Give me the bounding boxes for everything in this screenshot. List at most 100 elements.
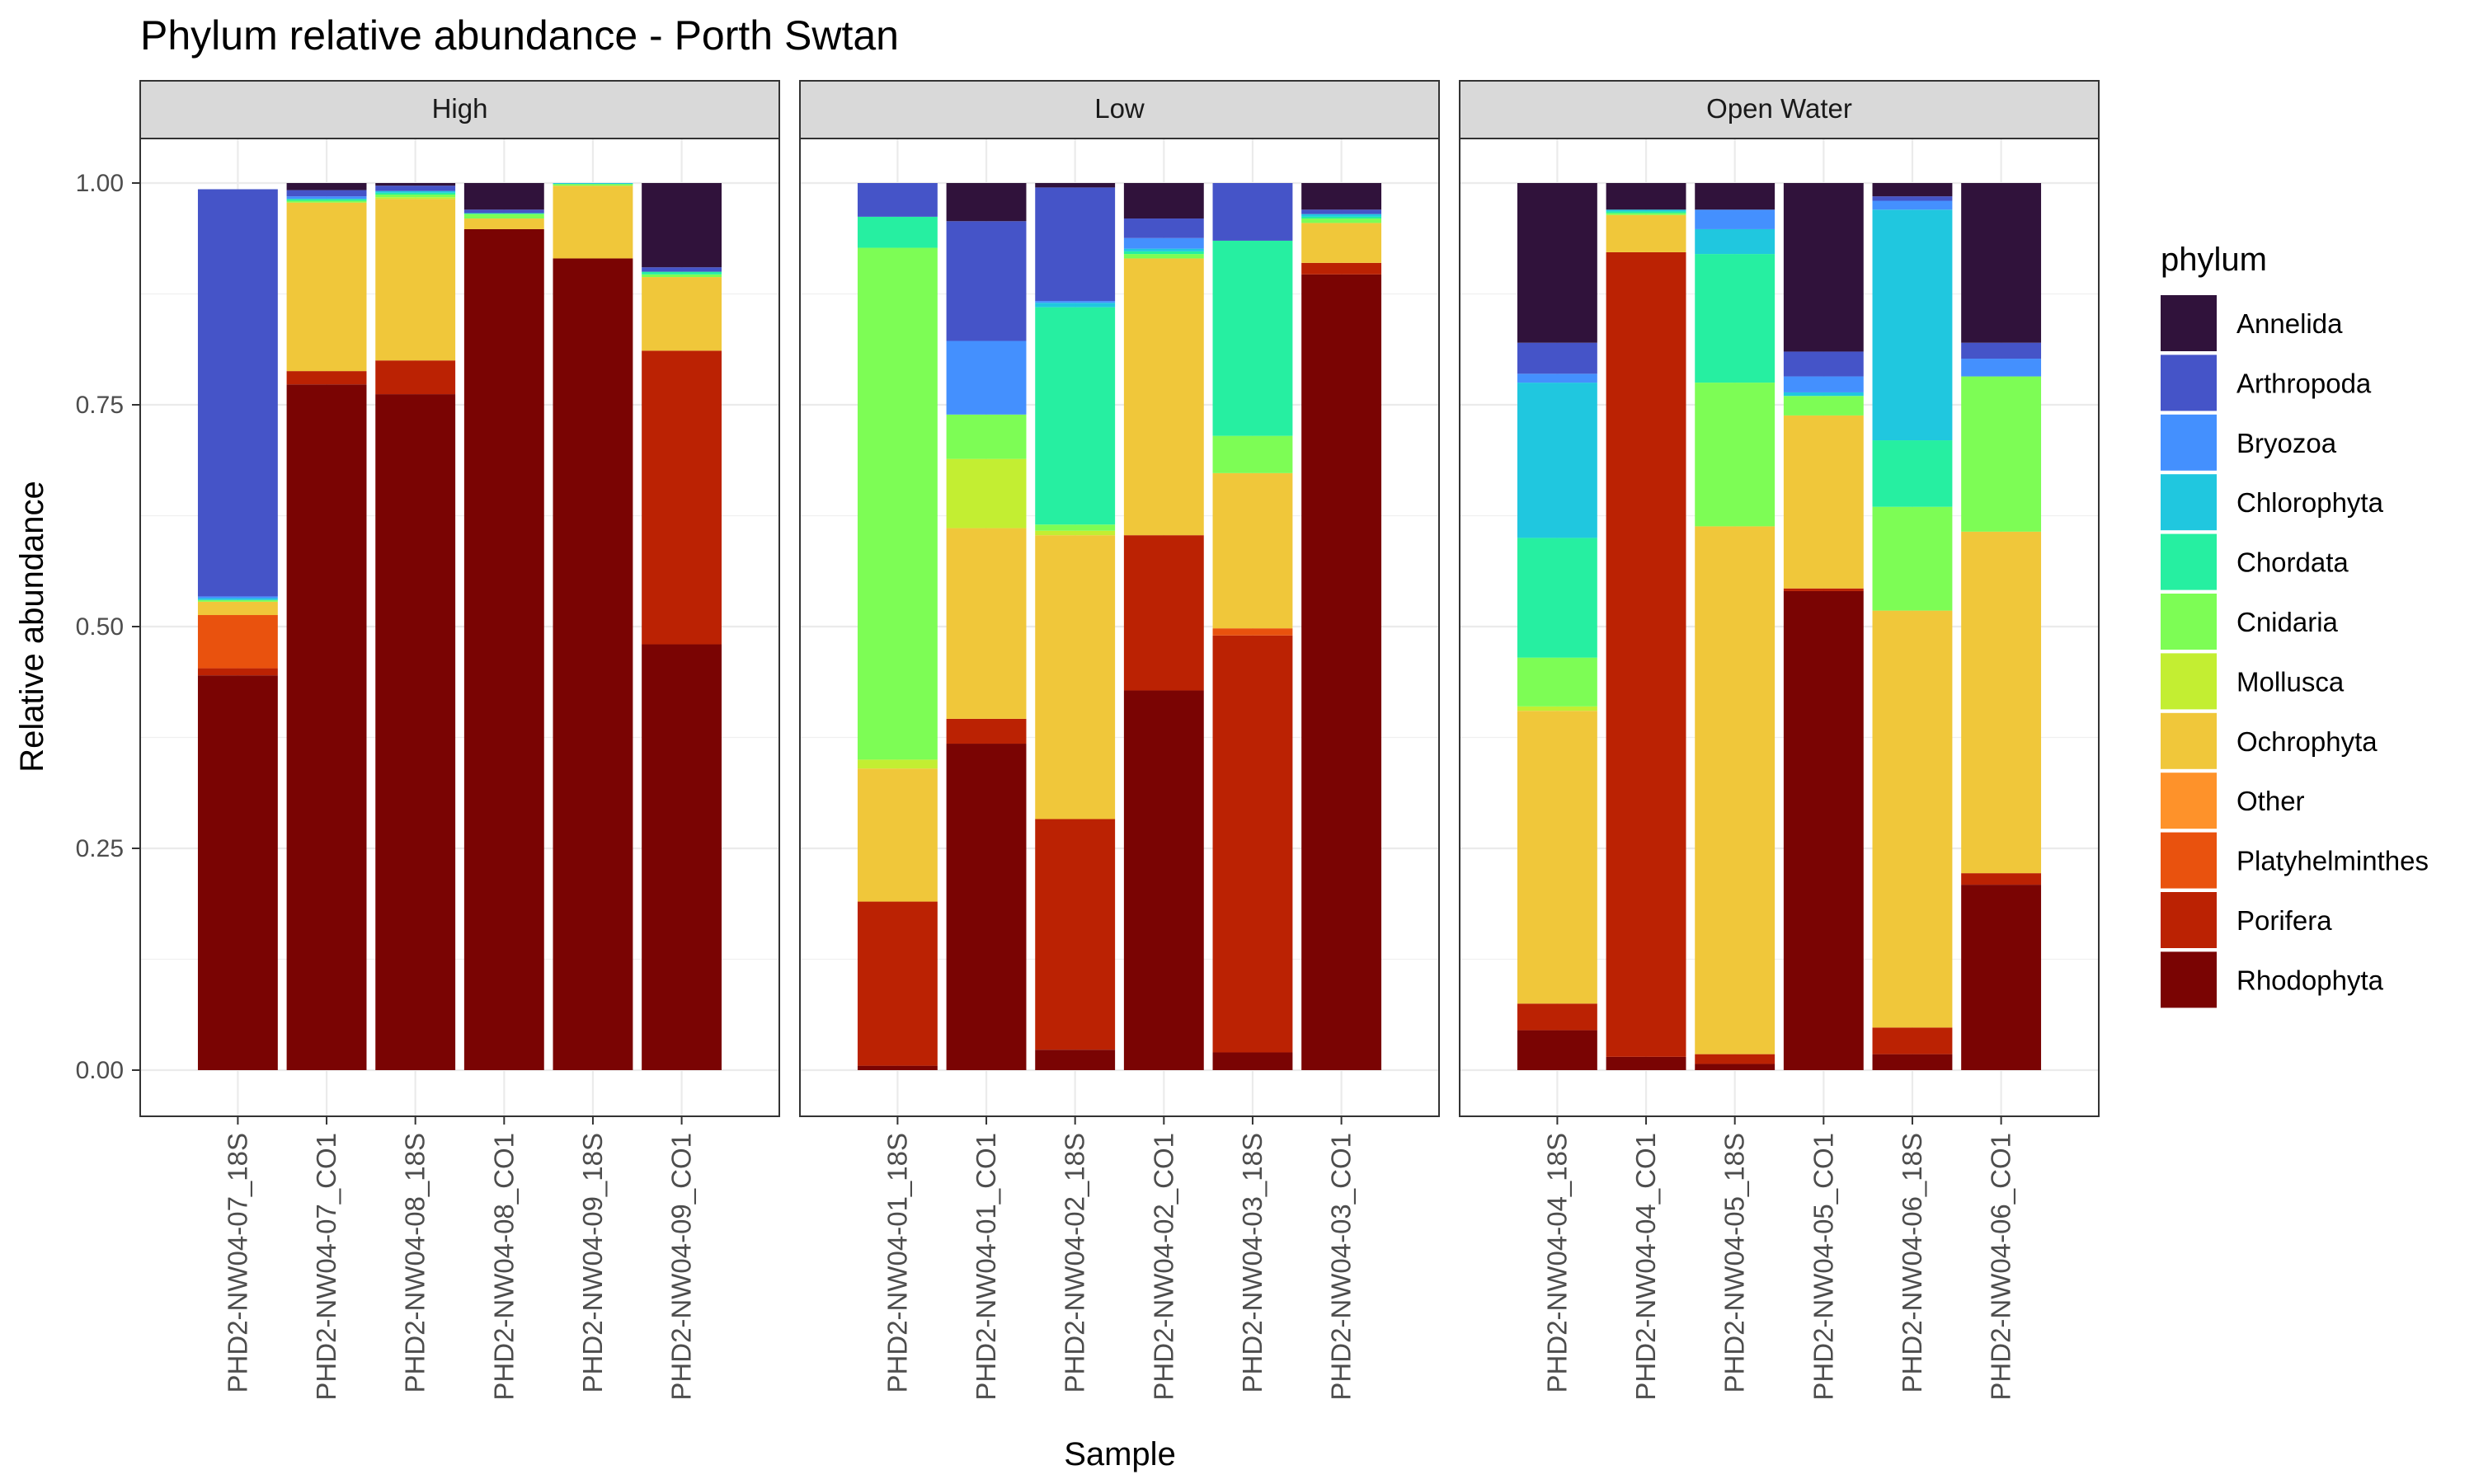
bar-segment-ochrophyta <box>1961 531 2042 874</box>
legend-swatch <box>2161 653 2217 710</box>
bar-PHD2-NW04-01_18S <box>857 183 938 1070</box>
bar-segment-bryozoa <box>1783 376 1864 392</box>
panel-border <box>799 138 1440 1117</box>
legend-item-chordata: Chordata <box>2161 533 2349 590</box>
bar-segment-porifera <box>1212 635 1293 1053</box>
bar-segment-arthropoda <box>1872 196 1953 201</box>
x-tick-label: PHD2-NW04-07_18S <box>222 1133 252 1392</box>
bar-segment-bryozoa <box>1872 200 1953 210</box>
bar-segment-porifera <box>1301 262 1382 275</box>
bar-PHD2-NW04-01_CO1 <box>946 183 1027 1070</box>
y-tick-label: 1.00 <box>76 170 124 197</box>
bar-segment-porifera <box>1872 1027 1953 1054</box>
bar-segment-arthropoda <box>1961 342 2042 359</box>
legend-swatch <box>2161 832 2217 889</box>
bar-segment-chlorophyta <box>1783 392 1864 397</box>
bar-segment-rhodophyta <box>197 675 278 1070</box>
bar-segment-rhodophyta <box>946 744 1027 1070</box>
x-tick-label: PHD2-NW04-05_18S <box>1719 1133 1750 1392</box>
bar-segment-chordata <box>1123 251 1204 255</box>
legend-swatch <box>2161 474 2217 531</box>
bar-segment-cnidaria <box>1035 524 1116 531</box>
bar-segment-mollusca <box>1517 706 1597 711</box>
bar-segment-chordata <box>1695 254 1776 383</box>
bar-segment-cnidaria <box>1606 213 1686 215</box>
legend-label: Cnidaria <box>2236 607 2339 637</box>
legend-label: Mollusca <box>2236 666 2345 697</box>
legend-label: Annelida <box>2236 308 2343 339</box>
bar-segment-porifera <box>1517 1003 1597 1031</box>
bar-segment-chordata <box>1872 440 1953 507</box>
bar-segment-rhodophyta <box>1695 1064 1776 1070</box>
y-tick-label: 0.75 <box>76 392 124 419</box>
bar-segment-rhodophyta <box>286 384 367 1070</box>
legend-swatch <box>2161 355 2217 411</box>
bar-segment-arthropoda <box>1035 187 1116 302</box>
bar-segment-chlorophyta <box>1872 209 1953 441</box>
bar-segment-cnidaria <box>857 247 938 760</box>
legend-label: Arthropoda <box>2236 368 2372 398</box>
facet-strip <box>1459 80 2100 139</box>
legend-item-rhodophyta: Rhodophyta <box>2161 951 2384 1008</box>
bar-segment-porifera <box>1783 588 1864 591</box>
bar-segment-rhodophyta <box>375 394 456 1070</box>
bar-segment-porifera <box>857 901 938 1066</box>
bar-segment-chordata <box>286 199 367 201</box>
bar-segment-rhodophyta <box>1872 1054 1953 1070</box>
legend-title: phylum <box>2161 242 2267 278</box>
bar-segment-bryozoa <box>286 196 367 200</box>
bar-segment-ochrophyta <box>197 601 278 616</box>
bar-segment-arthropoda <box>463 209 544 214</box>
bar-segment-chordata <box>1212 240 1293 436</box>
bar-segment-cnidaria <box>1872 506 1953 611</box>
bar-segment-chordata <box>1517 538 1597 658</box>
bar-PHD2-NW04-06_CO1 <box>1961 183 2042 1070</box>
bar-segment-annelida <box>1301 183 1382 210</box>
x-tick-label: PHD2-NW04-06_18S <box>1897 1133 1927 1392</box>
bar-segment-chordata <box>1301 216 1382 219</box>
bar-segment-rhodophyta <box>1517 1030 1597 1070</box>
facet-panel-low: Low PHD2-NW04-01_18S PHD2-NW04-01_CO1 PHD2-… <box>799 80 1440 1401</box>
legend-label: Rhodophyta <box>2236 965 2384 995</box>
bar-segment-annelida <box>463 183 544 210</box>
bar-segment-rhodophyta <box>1035 1050 1116 1070</box>
y-tick-label: 0.00 <box>76 1057 124 1084</box>
bar-segment-bryozoa <box>1961 359 2042 377</box>
legend-label: Porifera <box>2236 905 2332 936</box>
legend-label: Chordata <box>2236 547 2349 578</box>
bar-segment-platyhelminthes <box>197 615 278 669</box>
bar-segment-mollusca <box>946 458 1027 528</box>
bar-segment-bryozoa <box>1517 373 1597 383</box>
bar-segment-ochrophyta <box>1212 472 1293 629</box>
bar-segment-rhodophyta <box>857 1065 938 1070</box>
bar-segment-mollusca <box>857 759 938 769</box>
legend-swatch <box>2161 773 2217 829</box>
x-tick-label: PHD2-NW04-09_18S <box>577 1133 608 1392</box>
bar-segment-chlorophyta <box>553 183 633 185</box>
bar-segment-cnidaria <box>1695 383 1776 527</box>
x-tick-label: PHD2-NW04-03_18S <box>1237 1133 1268 1392</box>
bar-PHD2-NW04-02_CO1 <box>1123 183 1204 1070</box>
bar-segment-ochrophyta <box>642 277 722 351</box>
bar-segment-chordata <box>1606 211 1686 214</box>
x-tick-label: PHD2-NW04-09_CO1 <box>666 1133 697 1401</box>
bar-PHD2-NW04-09_CO1 <box>642 183 722 1070</box>
bar-segment-rhodophyta <box>463 228 544 1070</box>
bar-segment-annelida <box>1517 183 1597 343</box>
bar-segment-arthropoda <box>375 186 456 191</box>
legend-item-platyhelminthes: Platyhelminthes <box>2161 832 2429 889</box>
legend: phylum Annelida Arthropoda Bryozoa Chloroph… <box>2161 242 2429 1008</box>
bar-segment-bryozoa <box>1035 301 1116 303</box>
bar-segment-ochrophyta <box>1783 415 1864 589</box>
bar-segment-arthropoda <box>197 189 278 597</box>
bar-segment-cnidaria <box>463 214 544 219</box>
bar-segment-chordata <box>1035 307 1116 525</box>
bar-segment-arthropoda <box>857 183 938 217</box>
bar-PHD2-NW04-07_18S <box>197 189 278 1070</box>
bar-segment-porifera <box>642 350 722 645</box>
x-tick-label: PHD2-NW04-02_18S <box>1060 1133 1090 1392</box>
bar-segment-ochrophyta <box>1695 526 1776 1054</box>
bar-segment-arthropoda <box>1517 342 1597 374</box>
legend-label: Chlorophyta <box>2236 487 2384 518</box>
bar-segment-porifera <box>1695 1054 1776 1064</box>
